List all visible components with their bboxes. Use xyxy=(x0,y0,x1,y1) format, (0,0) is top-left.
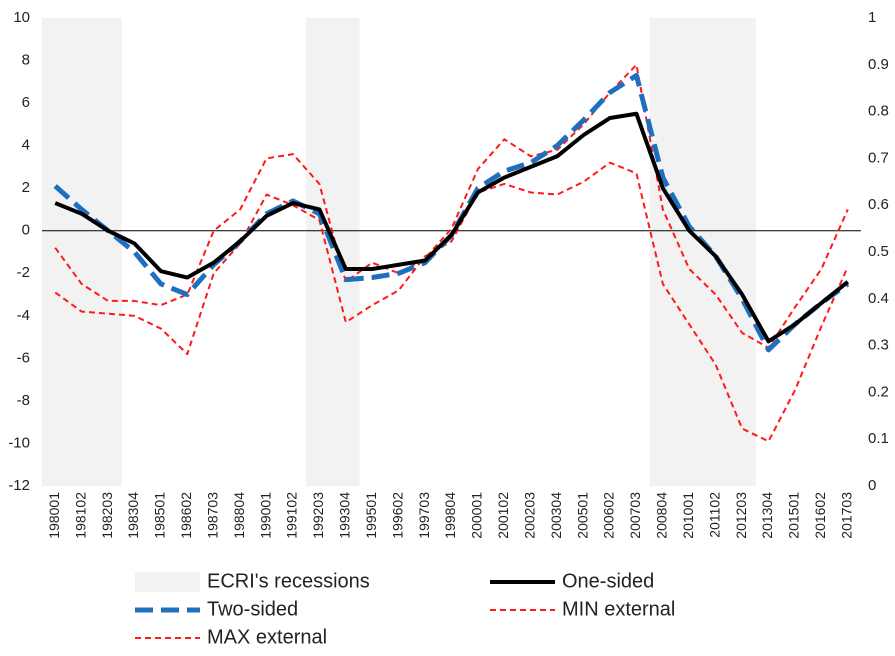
recession-bar xyxy=(676,18,703,486)
series-line xyxy=(54,161,849,443)
y-tick-label: 2 xyxy=(22,179,30,196)
legend-label: MAX external xyxy=(207,626,327,648)
x-tick-label: 198602 xyxy=(178,492,194,539)
y-tick-label: -12 xyxy=(8,477,30,494)
y2-tick-label: 0.4 xyxy=(868,290,889,307)
x-tick-label: 200304 xyxy=(548,492,564,539)
x-tick-label: 201001 xyxy=(680,492,696,539)
y-tick-label: 10 xyxy=(13,9,30,26)
recession-bar xyxy=(68,18,96,486)
x-tick-label: 201304 xyxy=(759,492,775,539)
x-tick-label: 198804 xyxy=(231,492,247,539)
y-tick-label: -2 xyxy=(17,264,30,281)
x-tick-label: 199602 xyxy=(389,492,405,539)
y2-tick-label: 0.7 xyxy=(868,149,889,166)
x-tick-label: 198203 xyxy=(99,492,115,539)
x-tick-label: 200001 xyxy=(469,492,485,539)
x-tick-label: 200102 xyxy=(495,492,511,539)
y2-tick-label: 0.1 xyxy=(868,430,889,447)
y2-tick-label: 0.9 xyxy=(868,56,889,73)
x-tick-label: 199102 xyxy=(284,492,300,539)
x-tick-label: 198001 xyxy=(46,492,62,539)
x-tick-label: 199203 xyxy=(310,492,326,539)
x-tick-label: 201703 xyxy=(838,492,854,539)
x-tick-label: 200501 xyxy=(574,492,590,539)
y-tick-label: -10 xyxy=(8,434,30,451)
x-tick-label: 199501 xyxy=(363,492,379,539)
y-tick-label: 6 xyxy=(22,94,30,111)
y2-tick-label: 0 xyxy=(868,477,876,494)
recession-bar xyxy=(94,18,122,486)
series-line xyxy=(54,111,850,344)
x-tick-label: 201203 xyxy=(733,492,749,539)
x-tick-label: 201602 xyxy=(812,492,828,539)
legend-label: MIN external xyxy=(562,598,675,620)
y2-tick-label: 0.2 xyxy=(868,383,889,400)
legend-swatch xyxy=(135,572,200,592)
x-tick-label: 198102 xyxy=(72,492,88,539)
x-tick-label: 201501 xyxy=(786,492,802,539)
x-tick-label: 200703 xyxy=(627,492,643,539)
x-tick-label: 200804 xyxy=(654,492,670,539)
x-tick-label: 199001 xyxy=(257,492,273,539)
y2-tick-label: 0.8 xyxy=(868,103,889,120)
y2-tick-label: 0.3 xyxy=(868,337,889,354)
legend-label: One-sided xyxy=(562,570,654,592)
y2-tick-label: 0.5 xyxy=(868,243,889,260)
y-tick-label: 4 xyxy=(22,137,30,154)
y2-tick-label: 0.6 xyxy=(868,196,889,213)
x-tick-label: 201102 xyxy=(706,492,722,538)
recession-bar xyxy=(702,18,730,486)
recession-bar xyxy=(728,18,756,486)
y-tick-label: -4 xyxy=(17,307,30,324)
x-tick-label: 198703 xyxy=(204,492,220,539)
x-tick-label: 200203 xyxy=(521,492,537,539)
recession-bar xyxy=(649,18,677,486)
y-tick-label: 8 xyxy=(22,52,30,69)
x-tick-label: 199703 xyxy=(416,492,432,539)
legend-label: ECRI's recessions xyxy=(207,570,370,592)
x-tick-label: 199304 xyxy=(337,492,353,539)
y2-tick-label: 1 xyxy=(868,9,876,26)
x-tick-label: 198501 xyxy=(152,492,168,539)
x-tick-label: 200602 xyxy=(601,492,617,539)
x-tick-label: 199804 xyxy=(442,492,458,539)
legend-label: Two-sided xyxy=(207,598,298,620)
recession-bar xyxy=(306,18,334,486)
x-tick-label: 198304 xyxy=(125,492,141,539)
recession-bar xyxy=(42,18,69,486)
y-tick-label: -6 xyxy=(17,349,30,366)
y-tick-label: 0 xyxy=(22,222,30,239)
y-tick-label: -8 xyxy=(17,392,30,409)
